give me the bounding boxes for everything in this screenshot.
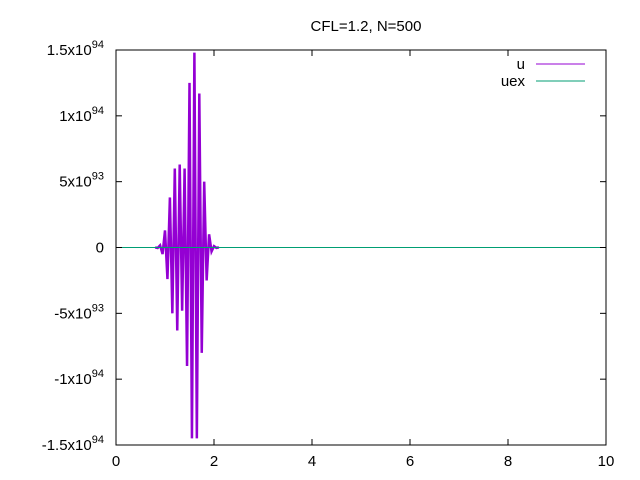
y-tick-exponent: 94: [92, 368, 104, 380]
y-tick-label: -1x1094: [54, 368, 104, 388]
chart-title: CFL=1.2, N=500: [311, 18, 422, 35]
y-tick-label: 5x1093: [59, 171, 104, 191]
series-line-u: [154, 52, 220, 439]
y-tick-exponent: 93: [92, 171, 104, 183]
x-tick-label: 10: [598, 453, 615, 470]
y-tick-mantissa: -1.5x10: [42, 437, 92, 454]
y-tick-label: -1.5x1094: [42, 434, 104, 454]
series-layer: [116, 52, 606, 439]
y-tick-exponent: 94: [92, 39, 104, 51]
x-tick-label: 2: [210, 453, 218, 470]
y-tick-label: 0: [96, 240, 104, 257]
x-tick-label: 8: [504, 453, 512, 470]
x-tick-label: 0: [112, 453, 120, 470]
legend-label-uex: uex: [501, 73, 526, 90]
y-tick-exponent: 93: [92, 302, 104, 314]
y-tick-label: -5x1093: [54, 302, 104, 322]
y-tick-label: 1.5x1094: [47, 39, 104, 59]
x-tick-label: 4: [308, 453, 316, 470]
y-tick-mantissa: 5x10: [59, 174, 92, 191]
y-tick-mantissa: 1.5x10: [47, 42, 92, 59]
y-tick-exponent: 94: [92, 434, 104, 446]
y-tick-mantissa: 1x10: [59, 108, 92, 125]
y-tick-mantissa: -5x10: [54, 305, 92, 322]
y-tick-mantissa: 0: [96, 240, 104, 257]
y-tick-label: 1x1094: [59, 105, 104, 125]
y-tick-mantissa: -1x10: [54, 371, 92, 388]
x-tick-label: 6: [406, 453, 414, 470]
legend-label-u: u: [517, 56, 525, 73]
y-tick-exponent: 94: [92, 105, 104, 117]
axes-layer: 0 2 4 6 8 101.5x10941x10945x10930-5x1093-1x10…: [42, 39, 615, 470]
